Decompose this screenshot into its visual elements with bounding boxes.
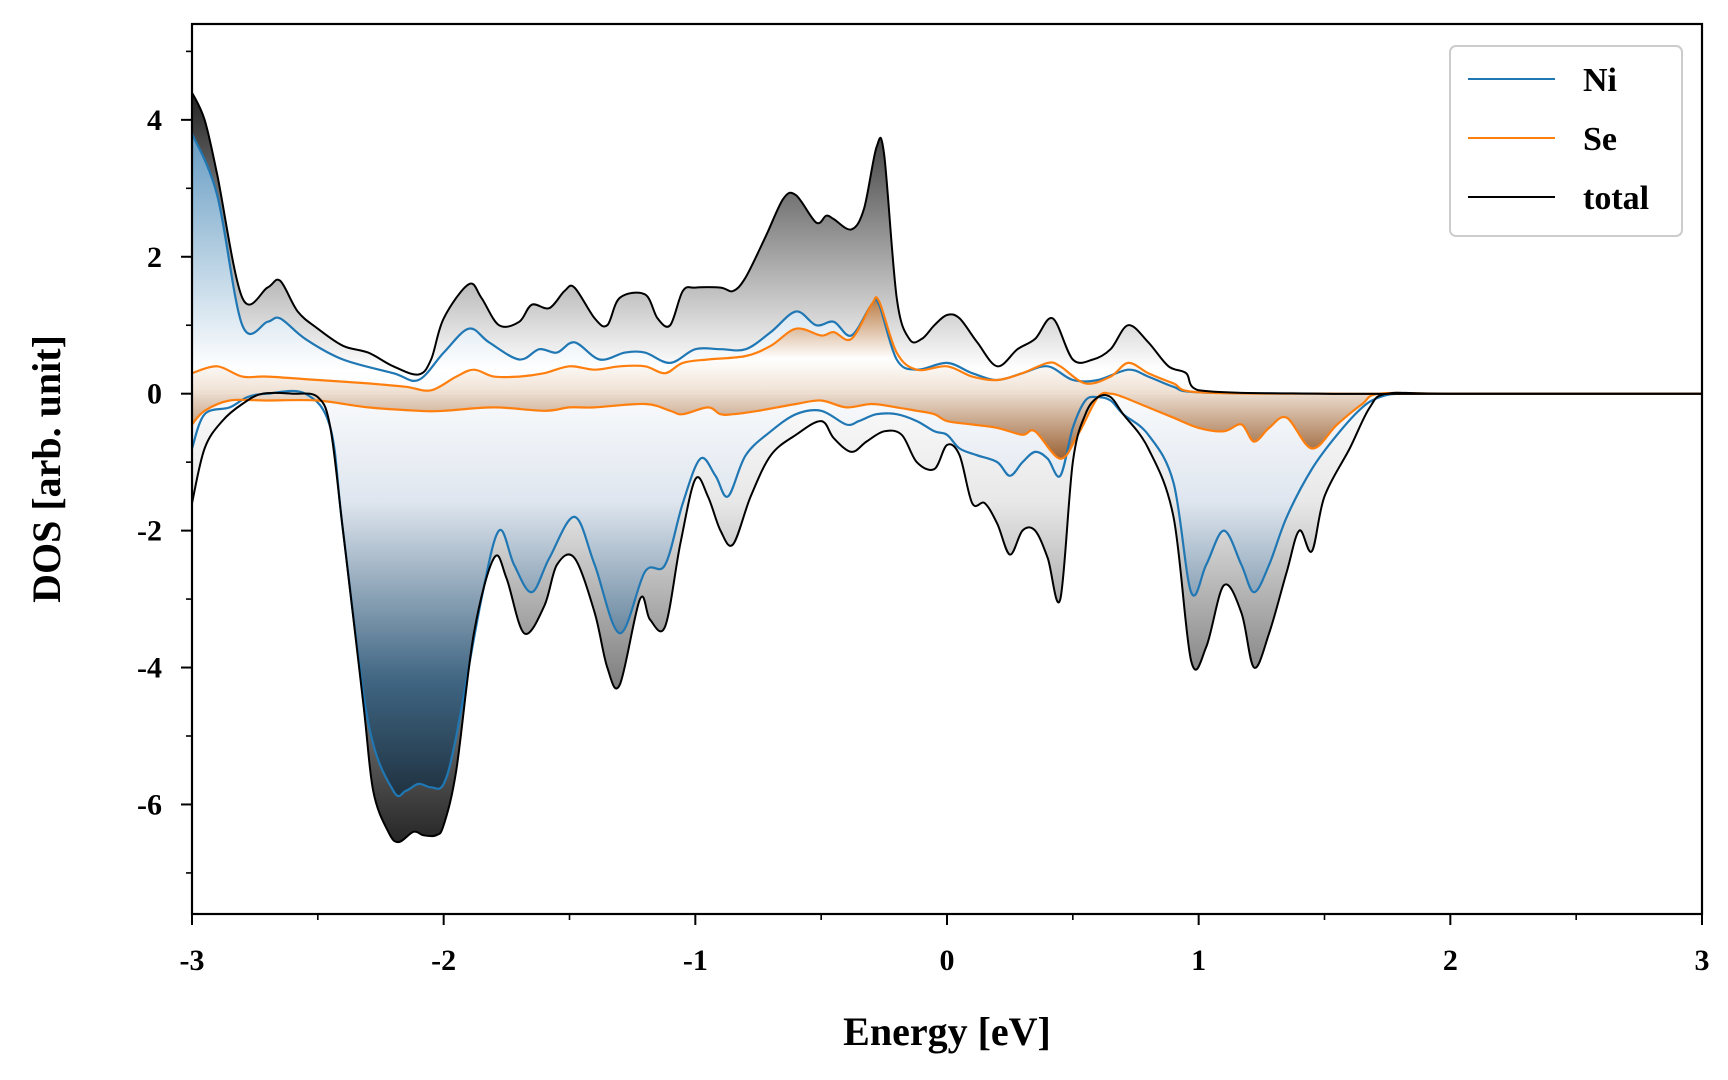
y-tick-label: -2 bbox=[137, 515, 162, 548]
legend: Ni Se total bbox=[1449, 45, 1683, 237]
total-up-fill bbox=[192, 92, 1702, 394]
x-tick-label: 1 bbox=[1191, 944, 1206, 977]
x-axis-title: Energy [eV] bbox=[843, 1009, 1051, 1054]
series-fills bbox=[192, 92, 1702, 843]
series-lines bbox=[192, 92, 1702, 844]
y-axis-title: DOS [arb. unit] bbox=[24, 335, 69, 603]
y-tick-label: -4 bbox=[137, 652, 162, 685]
x-tick-label: 2 bbox=[1443, 944, 1458, 977]
x-tick-label: -2 bbox=[431, 944, 456, 977]
ni-down-fill bbox=[192, 391, 1702, 797]
x-tick-label: -3 bbox=[180, 944, 205, 977]
legend-label-total: total bbox=[1583, 180, 1649, 217]
ni-down-line bbox=[192, 389, 1702, 798]
se-up-fill bbox=[192, 297, 1702, 394]
y-tick-label: 4 bbox=[147, 104, 162, 137]
legend-box bbox=[1449, 45, 1683, 237]
axis-ticks bbox=[181, 50, 1703, 925]
y-tick-label: 0 bbox=[147, 378, 162, 411]
x-tick-label: 3 bbox=[1695, 944, 1710, 977]
axis-tick-labels: -3 -2 -1 0 1 2 3 -6 -4 -2 0 2 4 bbox=[137, 104, 1710, 977]
total-down-line bbox=[192, 391, 1702, 844]
se-up-line bbox=[192, 296, 1702, 395]
total-up-line bbox=[192, 92, 1702, 395]
y-tick-label: 2 bbox=[147, 241, 162, 274]
legend-label-se: Se bbox=[1583, 121, 1617, 158]
x-tick-label: -1 bbox=[683, 944, 708, 977]
x-tick-label: 0 bbox=[940, 944, 955, 977]
y-tick-label: -6 bbox=[137, 788, 162, 821]
ni-up-line bbox=[192, 133, 1702, 395]
se-down-fill bbox=[192, 392, 1702, 459]
se-down-line bbox=[192, 391, 1702, 460]
legend-label-ni: Ni bbox=[1583, 62, 1617, 99]
ni-up-fill bbox=[192, 133, 1702, 394]
plot-area bbox=[192, 92, 1702, 844]
